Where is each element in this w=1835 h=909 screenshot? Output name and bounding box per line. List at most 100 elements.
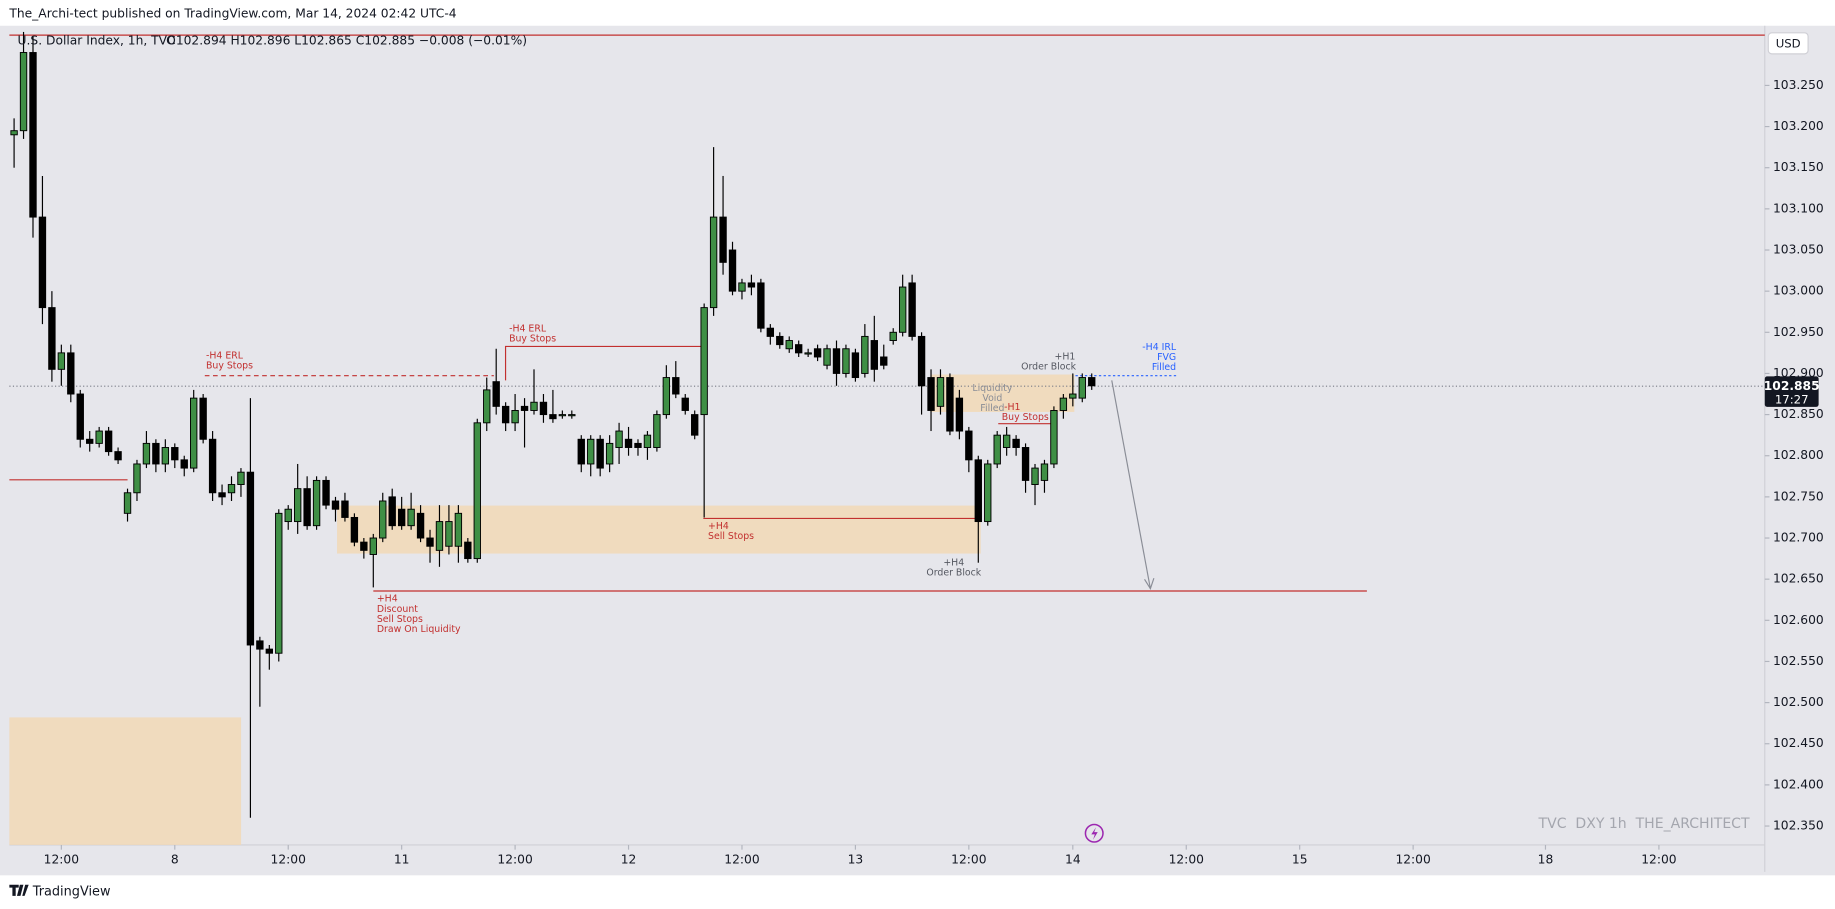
candle-body [823,348,831,366]
x-tick-label: 12 [621,853,637,867]
candle-body [785,340,793,350]
candle-body [861,335,869,374]
candle-body [1040,463,1049,481]
candle-body [407,508,415,527]
last-price-box [1764,376,1819,407]
candle-body [766,327,775,337]
candle-body [76,393,84,440]
candle-body [851,352,860,379]
annotation-text: Liquidity [972,383,1012,394]
annotation-text: +H1 [1055,351,1076,362]
y-tick-label: 102.450 [1773,736,1824,750]
candle-body [57,352,66,370]
candle-body [454,512,463,547]
currency-box[interactable] [1767,32,1809,55]
candle-body [435,521,444,551]
candles [10,31,1096,818]
candle-body [152,442,160,465]
publisher-header: The_Archi-tect published on TradingView.… [8,7,456,21]
candle-body [265,648,274,654]
candle-body [303,488,311,527]
candle-body [605,442,614,465]
candle-body [1088,377,1096,387]
candle-body [747,282,756,288]
candle-body [1059,397,1068,411]
candle-body [643,434,652,448]
candle-body [416,512,425,539]
candle-body [1050,410,1058,465]
header-bar [0,0,1835,26]
x-tick-label: 12:00 [951,853,986,867]
candle-body [29,52,37,218]
candle-body [936,377,945,407]
projection-arrow [1111,380,1151,589]
candle-body [889,331,897,341]
candle-body [946,377,954,432]
candle-body [1002,434,1011,448]
candle-body [615,430,623,448]
watermark: TVC DXY 1h THE_ARCHITECT [1538,816,1750,832]
candle-body [908,282,916,337]
candle-body [719,216,727,263]
countdown-label: 17:27 [1775,392,1809,406]
annotation-text: FVG [1157,352,1176,363]
candle-body [672,377,680,395]
candle-body [880,356,888,366]
candle-body [388,496,396,527]
annotation-text: Sell Stops [708,531,754,542]
x-tick-label: 12:00 [44,853,79,867]
candle-body [123,492,132,514]
candle-body [473,422,481,560]
x-tick-label: 12:00 [724,853,759,867]
annotation-text: -H4 ERL [206,350,244,361]
annotation-text: -H4 ERL [509,323,547,334]
currency-label[interactable]: USD [1776,36,1801,50]
candle-body [86,438,94,444]
footer-brand: TradingView [32,884,111,899]
annotation-text: +H4 [943,557,964,568]
candle-body [322,479,330,506]
y-tick-label: 102.750 [1773,489,1824,503]
y-tick-label: 103.250 [1773,78,1824,92]
candle-body [813,348,822,358]
candle-body [331,500,340,510]
candle-body [974,459,982,523]
candle-body [993,434,1001,465]
candle-body [511,410,519,424]
ohlc-legend: O102.894 H102.896 L102.865 C102.885 −0.0… [166,33,527,47]
candle-body [530,401,538,411]
x-tick-label: 12:00 [271,853,306,867]
candle-body [341,500,349,518]
candle-body [492,381,500,407]
candle-body [634,442,642,448]
candle-body [1031,467,1039,486]
y-tick-label: 102.550 [1773,654,1824,668]
candle-body [709,216,718,309]
drawings [9,34,1765,843]
candle-body [171,447,179,461]
alert-icon [1084,823,1104,843]
candle-body [256,640,264,650]
y-tick-label: 102.400 [1773,777,1824,791]
candle-body [691,414,699,436]
candle-body [842,348,850,374]
candle-body [180,459,188,469]
candle-body [464,541,472,560]
annotation-text: Filled [980,403,1004,414]
candle-body [38,216,47,309]
annotation-text: Buy Stops [1002,412,1049,423]
x-tick-label: 12:00 [497,853,532,867]
candle-body [587,438,595,465]
y-tick-label: 102.700 [1773,531,1824,545]
candle-body [1078,377,1086,399]
x-tick-label: 8 [171,853,179,867]
candle-body [360,541,368,551]
candle-body [227,484,236,494]
y-tick-label: 103.200 [1773,119,1824,133]
y-tick-label: 102.800 [1773,448,1824,462]
candle-body [275,512,283,654]
annotation-text: +H4 [377,594,398,605]
y-tick-label: 102.850 [1773,407,1824,421]
tradingview-logo [9,884,29,896]
